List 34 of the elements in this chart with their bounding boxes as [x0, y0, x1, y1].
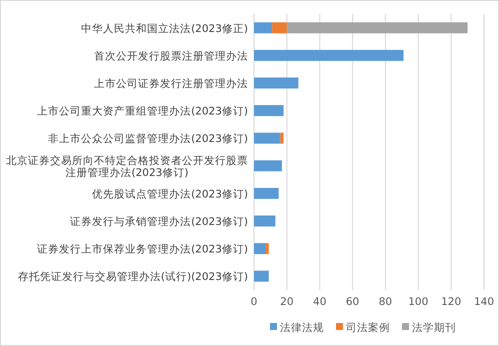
x-tick-label: 40	[313, 296, 326, 308]
bar	[254, 243, 266, 254]
bar	[254, 132, 280, 144]
y-tick-label: 北京证券交易所向不特定合格投资者公开发行股票注册管理办法(2023修订)	[6, 154, 248, 179]
bar	[254, 22, 272, 34]
y-tick-label: 上市公司证券发行注册管理办法	[94, 77, 248, 90]
bar	[254, 270, 269, 282]
bar	[272, 22, 287, 34]
y-tick-label: 证券发行与承销管理办法(2023修订)	[70, 215, 248, 228]
bar	[254, 105, 284, 116]
legend-label: 法学期刊	[412, 321, 456, 334]
bar	[254, 216, 276, 226]
bar	[254, 78, 298, 88]
x-tick-label: 20	[280, 296, 294, 308]
y-tick-label: 证券发行上市保荐业务管理办法(2023修订)	[37, 242, 248, 256]
x-tick-label: 140	[474, 296, 494, 308]
y-tick-label: 存托凭证发行与交易管理办法(试行)(2023修订)	[18, 270, 248, 284]
bar	[254, 188, 279, 199]
bar	[254, 50, 404, 61]
legend-label: 司法案例	[346, 321, 390, 334]
x-tick-label: 120	[441, 296, 462, 308]
x-tick-label: 0	[250, 296, 258, 308]
legend-label: 法律法规	[280, 321, 324, 334]
y-tick-label: 上市公司重大资产重组管理办法(2023修订)	[37, 104, 248, 118]
x-tick-label: 100	[408, 296, 428, 308]
x-tick-label: 80	[378, 296, 392, 308]
x-tick-label: 60	[346, 296, 360, 308]
y-tick-label: 中华人民共和国立法法(2023修正)	[81, 22, 248, 35]
bar	[266, 243, 269, 254]
bar	[254, 160, 282, 172]
y-tick-label: 首次公开发行股票注册管理办法	[94, 49, 248, 62]
y-tick-label: 优先股试点管理办法(2023修订)	[92, 187, 248, 200]
bar	[280, 132, 284, 144]
y-tick-label: 非上市公众公司监督管理办法(2023修订)	[48, 132, 248, 146]
